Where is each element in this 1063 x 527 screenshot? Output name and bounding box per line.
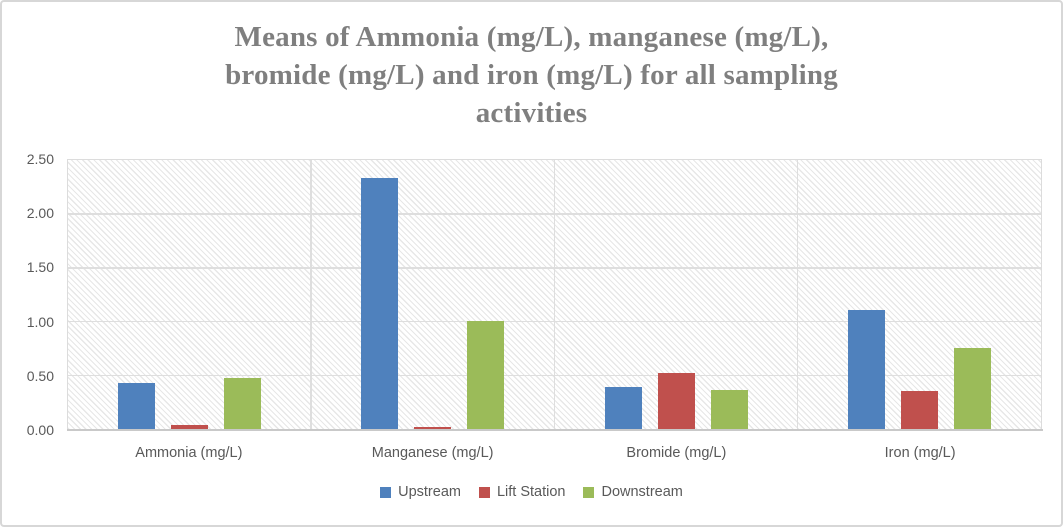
bar-downstream [467, 321, 505, 429]
bar-upstream [361, 178, 399, 429]
legend-item-upstream: Upstream [380, 484, 461, 500]
chart-title: Means of Ammonia (mg/L), manganese (mg/L… [225, 21, 838, 129]
bar-downstream [953, 348, 991, 429]
bar-downstream [710, 390, 748, 429]
bar-lift-station [657, 373, 695, 429]
legend-item-lift-station: Lift Station [478, 484, 566, 500]
legend-label: Downstream [601, 484, 683, 500]
category-group [555, 160, 798, 429]
category-group [798, 160, 1041, 429]
category-group [311, 160, 554, 429]
category-label: Iron (mg/L) [884, 445, 956, 461]
bar-upstream [604, 387, 642, 429]
category-axis: Ammonia (mg/L) Manganese (mg/L) Bromide (m… [67, 445, 1042, 461]
category-group [68, 160, 311, 429]
x-axis-line [66, 428, 1043, 431]
legend-item-downstream: Downstream [583, 484, 683, 500]
bars-layer [68, 160, 1041, 429]
legend-swatch [583, 486, 595, 498]
category-label: Manganese (mg/L) [371, 445, 494, 461]
bar-lift-station [171, 424, 209, 429]
y-tick-label: 0.00 [26, 422, 54, 438]
legend-label: Upstream [398, 484, 461, 500]
legend: Upstream Lift Station Downstream [2, 484, 1061, 500]
y-tick-label: 2.50 [26, 151, 54, 167]
plot-area [66, 159, 1043, 431]
y-tick-label: 2.00 [26, 205, 54, 222]
category-label: Bromide (mg/L) [626, 445, 727, 461]
bar-lift-station [414, 426, 452, 429]
bar-lift-station [900, 391, 938, 429]
y-tick-label: 1.00 [26, 313, 54, 330]
legend-swatch [380, 486, 392, 498]
gridlines-layer [68, 160, 1041, 429]
y-tick-label: 1.50 [26, 259, 54, 276]
vertical-gridline [796, 160, 799, 429]
vertical-gridline [310, 160, 312, 429]
bar-upstream [118, 382, 156, 429]
bar-upstream [847, 309, 885, 429]
category-label: Ammonia (mg/L) [135, 445, 243, 461]
y-axis: 0.00 0.50 1.00 1.50 2.00 2.50 [2, 151, 54, 438]
legend-label: Lift Station [496, 484, 566, 500]
bar-downstream [224, 378, 262, 429]
legend-swatch [478, 486, 490, 498]
vertical-gridline [553, 160, 555, 429]
y-tick-label: 0.50 [26, 367, 54, 384]
